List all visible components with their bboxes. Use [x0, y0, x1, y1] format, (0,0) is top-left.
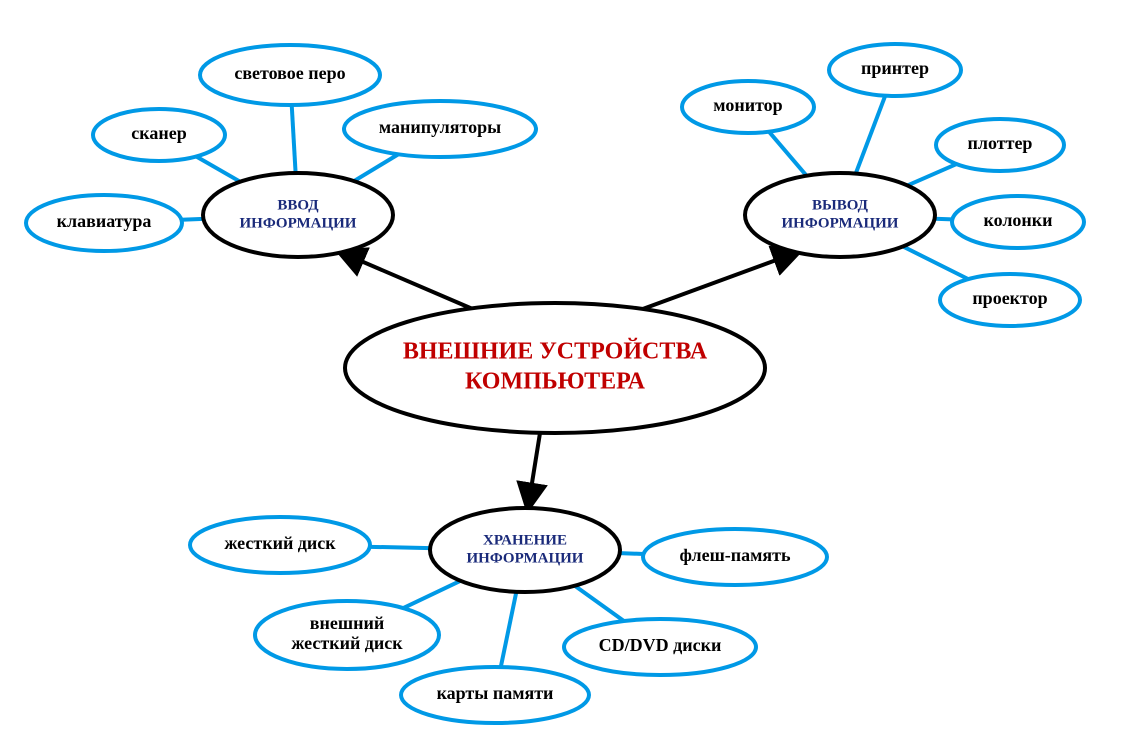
connector — [908, 164, 957, 185]
hub-node-input: ВВОД ИНФОРМАЦИИ — [203, 173, 393, 257]
leaf-node-lightpen: световое перо — [200, 45, 380, 105]
node-label: плоттер — [968, 133, 1033, 153]
leaf-node-mem_cards: карты памяти — [401, 667, 589, 723]
nodes: ВНЕШНИЕ УСТРОЙСТВА КОМПЬЮТЕРА ВВОД ИНФОРМАЦ… — [26, 44, 1084, 723]
hub-node-output: ВЫВОД ИНФОРМАЦИИ — [745, 173, 935, 257]
node-label: ВЫВОД — [812, 197, 869, 213]
node-label: CD/DVD диски — [599, 635, 722, 655]
connector — [370, 547, 430, 548]
node-label: жесткий диск — [291, 633, 403, 653]
connector — [501, 592, 517, 667]
leaf-node-flash: флеш-память — [643, 529, 827, 585]
connector — [935, 219, 953, 220]
node-label: ИНФОРМАЦИИ — [467, 550, 584, 566]
leaf-node-plotter: плоттер — [936, 119, 1064, 171]
node-label: манипуляторы — [379, 117, 501, 137]
hub-node-storage: ХРАНЕНИЕ ИНФОРМАЦИИ — [430, 508, 620, 592]
node-label: жесткий диск — [224, 533, 336, 553]
node-label: ИНФОРМАЦИИ — [240, 215, 357, 231]
node-label: ИНФОРМАЦИИ — [782, 215, 899, 231]
node-label: ХРАНЕНИЕ — [483, 532, 567, 548]
leaf-node-monitor: монитор — [682, 81, 814, 133]
leaf-node-hdd: жесткий диск — [190, 517, 370, 573]
connector — [196, 156, 240, 181]
node-label: КОМПЬЮТЕРА — [465, 369, 646, 395]
leaf-node-scanner: сканер — [93, 109, 225, 161]
hub-arrow — [528, 433, 540, 508]
connector — [620, 553, 644, 554]
node-label: ВВОД — [277, 197, 319, 213]
leaf-node-ext_hdd: внешнийжесткий диск — [255, 601, 439, 669]
center-node: ВНЕШНИЕ УСТРОЙСТВА КОМПЬЮТЕРА — [345, 303, 765, 433]
connector — [769, 132, 807, 176]
node-label: световое перо — [234, 63, 345, 83]
node-label: внешний — [310, 613, 384, 633]
hub-arrow — [640, 252, 798, 310]
connector — [903, 246, 968, 279]
node-label: ВНЕШНИЕ УСТРОЙСТВА — [403, 339, 708, 365]
hub-arrow — [340, 252, 475, 310]
leaf-node-speakers: колонки — [952, 196, 1084, 248]
node-label: карты памяти — [437, 683, 554, 703]
node-label: флеш-память — [679, 545, 790, 565]
node-label: проектор — [972, 288, 1047, 308]
leaf-node-cd_dvd: CD/DVD диски — [564, 619, 756, 675]
connector — [292, 105, 296, 173]
node-label: монитор — [713, 95, 782, 115]
diagram-canvas: ВНЕШНИЕ УСТРОЙСТВА КОМПЬЮТЕРА ВВОД ИНФОРМАЦ… — [0, 0, 1132, 754]
node-label: клавиатура — [57, 211, 152, 231]
node-label: принтер — [861, 58, 929, 78]
leaf-node-manip: манипуляторы — [344, 101, 536, 157]
connector — [856, 96, 886, 174]
leaf-node-keyboard: клавиатура — [26, 195, 182, 251]
leaf-node-printer: принтер — [829, 44, 961, 96]
connector — [575, 586, 624, 621]
node-label: колонки — [983, 210, 1052, 230]
connector — [354, 154, 398, 181]
leaf-node-projector: проектор — [940, 274, 1080, 326]
connector — [403, 581, 460, 608]
connector — [181, 219, 203, 220]
node-label: сканер — [131, 123, 186, 143]
